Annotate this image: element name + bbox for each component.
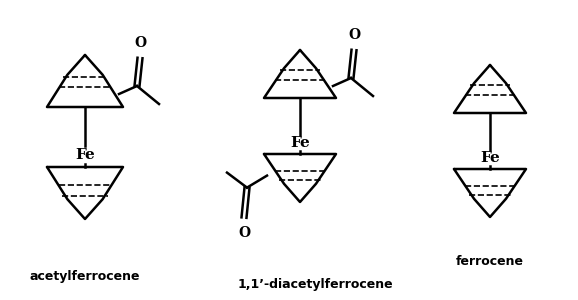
Text: ferrocene: ferrocene [456,255,524,268]
Text: Fe: Fe [75,148,95,162]
Text: Fe: Fe [480,151,500,165]
Text: O: O [238,226,250,240]
Text: O: O [134,36,146,50]
Text: acetylferrocene: acetylferrocene [29,270,140,283]
Text: 1,1’-diacetylferrocene: 1,1’-diacetylferrocene [237,278,393,291]
Text: O: O [348,28,360,42]
Text: Fe: Fe [290,136,310,150]
